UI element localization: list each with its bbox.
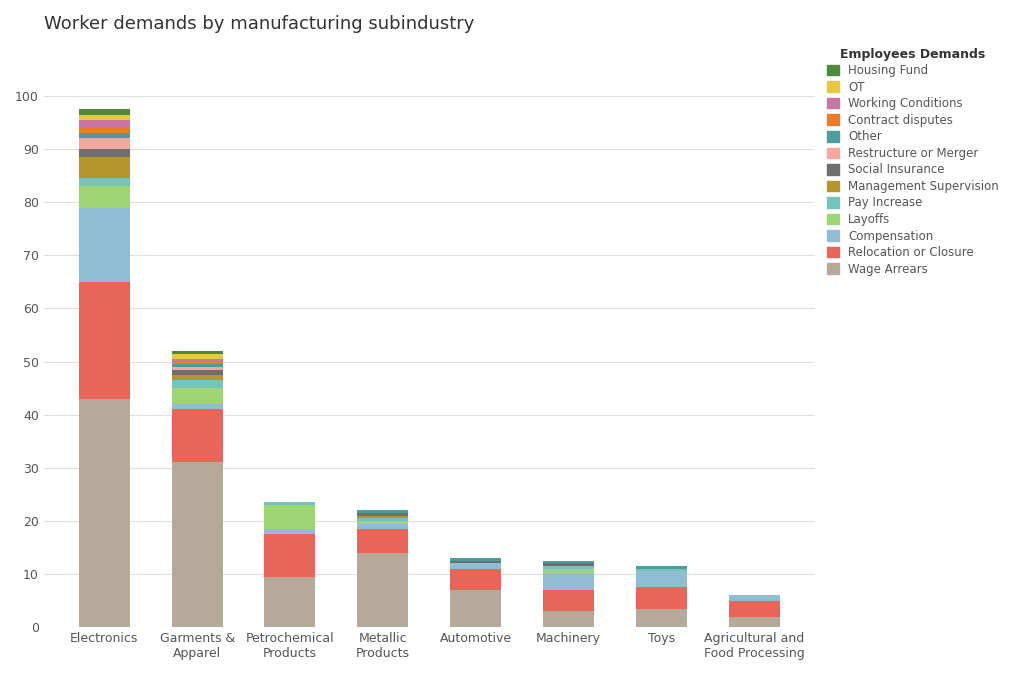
Bar [543,561,594,564]
Bar [543,566,594,569]
Bar [450,561,501,564]
Bar [450,564,501,569]
Bar [636,609,687,627]
Bar [171,354,223,359]
Bar [729,595,780,601]
Bar [78,133,129,138]
Legend: Housing Fund, OT, Working Conditions, Contract disputes, Other, Restructure or M: Housing Fund, OT, Working Conditions, Co… [822,43,1004,280]
Bar [358,516,409,518]
Text: Worker demands by manufacturing subindustry: Worker demands by manufacturing subindus… [44,15,474,33]
Bar [265,505,316,529]
Bar [543,574,594,590]
Bar [450,558,501,561]
Bar [171,362,223,364]
Bar [78,399,129,627]
Bar [171,359,223,362]
Bar [78,138,129,149]
Bar [358,510,409,513]
Bar [171,380,223,388]
Bar [358,513,409,516]
Bar [78,120,129,128]
Bar [358,553,409,627]
Bar [450,569,501,590]
Bar [265,502,316,505]
Bar [358,524,409,529]
Bar [78,178,129,186]
Bar [543,611,594,627]
Bar [78,207,129,282]
Bar [636,571,687,587]
Bar [636,566,687,569]
Bar [265,576,316,627]
Bar [450,590,501,627]
Bar [358,529,409,553]
Bar [729,601,780,616]
Bar [265,534,316,576]
Bar [171,375,223,380]
Bar [171,462,223,627]
Bar [171,351,223,354]
Bar [78,157,129,178]
Bar [171,404,223,409]
Bar [78,115,129,120]
Bar [729,616,780,627]
Bar [171,367,223,369]
Bar [636,587,687,609]
Bar [543,564,594,566]
Bar [265,529,316,534]
Bar [78,282,129,399]
Bar [171,364,223,367]
Bar [171,388,223,404]
Bar [78,128,129,133]
Bar [78,186,129,207]
Bar [78,109,129,115]
Bar [543,590,594,611]
Bar [78,149,129,157]
Bar [358,521,409,524]
Bar [171,409,223,462]
Bar [171,369,223,375]
Bar [543,569,594,574]
Bar [358,518,409,521]
Bar [636,569,687,571]
